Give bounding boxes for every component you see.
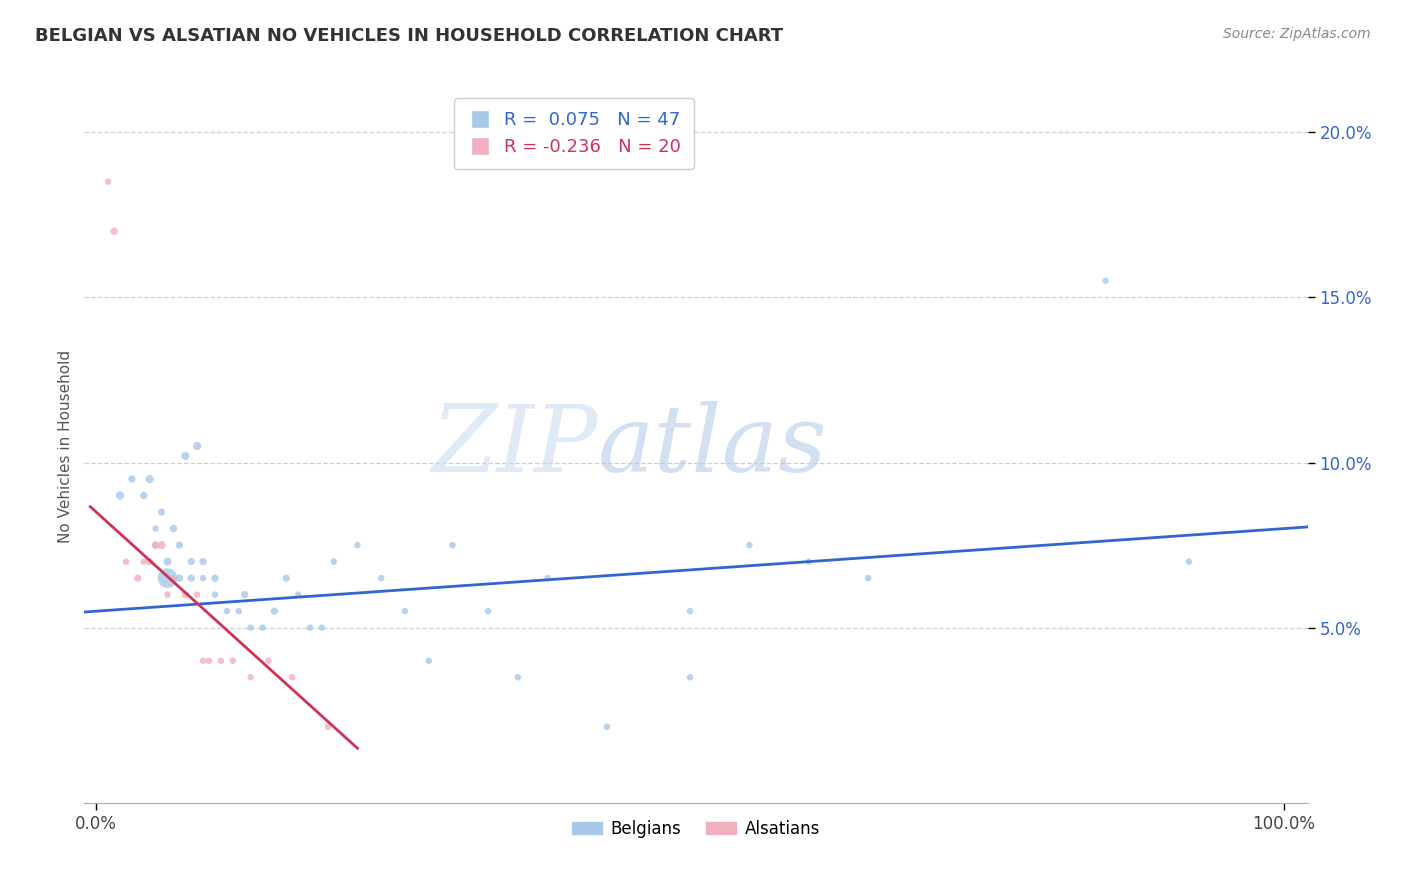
Point [311, 621, 333, 635]
Point [145, 522, 167, 536]
Point [441, 538, 464, 552]
Point [322, 555, 344, 569]
Point [138, 555, 160, 569]
Point [162, 522, 184, 536]
Point [174, 449, 197, 463]
Point [127, 571, 149, 585]
Point [316, 720, 339, 734]
Point [506, 670, 529, 684]
Point [169, 571, 191, 585]
Point [180, 571, 202, 585]
Point [186, 588, 208, 602]
Point [233, 588, 256, 602]
Point [156, 555, 179, 569]
Point [257, 654, 280, 668]
Point [477, 604, 499, 618]
Point [298, 621, 321, 635]
Point [138, 472, 160, 486]
Point [132, 555, 155, 569]
Point [418, 654, 440, 668]
Point [191, 555, 214, 569]
Text: BELGIAN VS ALSATIAN NO VEHICLES IN HOUSEHOLD CORRELATION CHART: BELGIAN VS ALSATIAN NO VEHICLES IN HOUSE… [35, 27, 783, 45]
Point [121, 472, 143, 486]
Point [174, 588, 197, 602]
Point [252, 621, 274, 635]
Point [263, 604, 285, 618]
Point [108, 489, 131, 503]
Text: ZIP: ZIP [432, 401, 598, 491]
Point [132, 489, 155, 503]
Point [186, 439, 208, 453]
Point [228, 604, 250, 618]
Point [156, 571, 179, 585]
Point [596, 720, 619, 734]
Point [103, 224, 125, 238]
Point [281, 670, 304, 684]
Legend: Belgians, Alsatians: Belgians, Alsatians [565, 814, 827, 845]
Point [156, 588, 179, 602]
Point [150, 538, 173, 552]
Point [97, 175, 120, 189]
Point [1178, 555, 1201, 569]
Point [738, 538, 761, 552]
Point [150, 505, 173, 519]
Point [276, 571, 298, 585]
Point [797, 555, 820, 569]
Point [191, 654, 214, 668]
Point [180, 555, 202, 569]
Point [145, 538, 167, 552]
Y-axis label: No Vehicles in Household: No Vehicles in Household [58, 350, 73, 542]
Point [1094, 274, 1116, 288]
Point [162, 571, 184, 585]
Point [679, 604, 702, 618]
Point [856, 571, 879, 585]
Point [222, 654, 245, 668]
Point [191, 571, 214, 585]
Text: Source: ZipAtlas.com: Source: ZipAtlas.com [1223, 27, 1371, 41]
Point [679, 670, 702, 684]
Point [198, 654, 221, 668]
Point [536, 571, 558, 585]
Point [370, 571, 392, 585]
Point [239, 670, 262, 684]
Point [209, 654, 232, 668]
Point [115, 555, 138, 569]
Text: atlas: atlas [598, 401, 828, 491]
Point [394, 604, 416, 618]
Point [169, 538, 191, 552]
Point [287, 588, 309, 602]
Point [239, 621, 262, 635]
Point [145, 538, 167, 552]
Point [346, 538, 368, 552]
Point [204, 588, 226, 602]
Point [204, 571, 226, 585]
Point [215, 604, 238, 618]
